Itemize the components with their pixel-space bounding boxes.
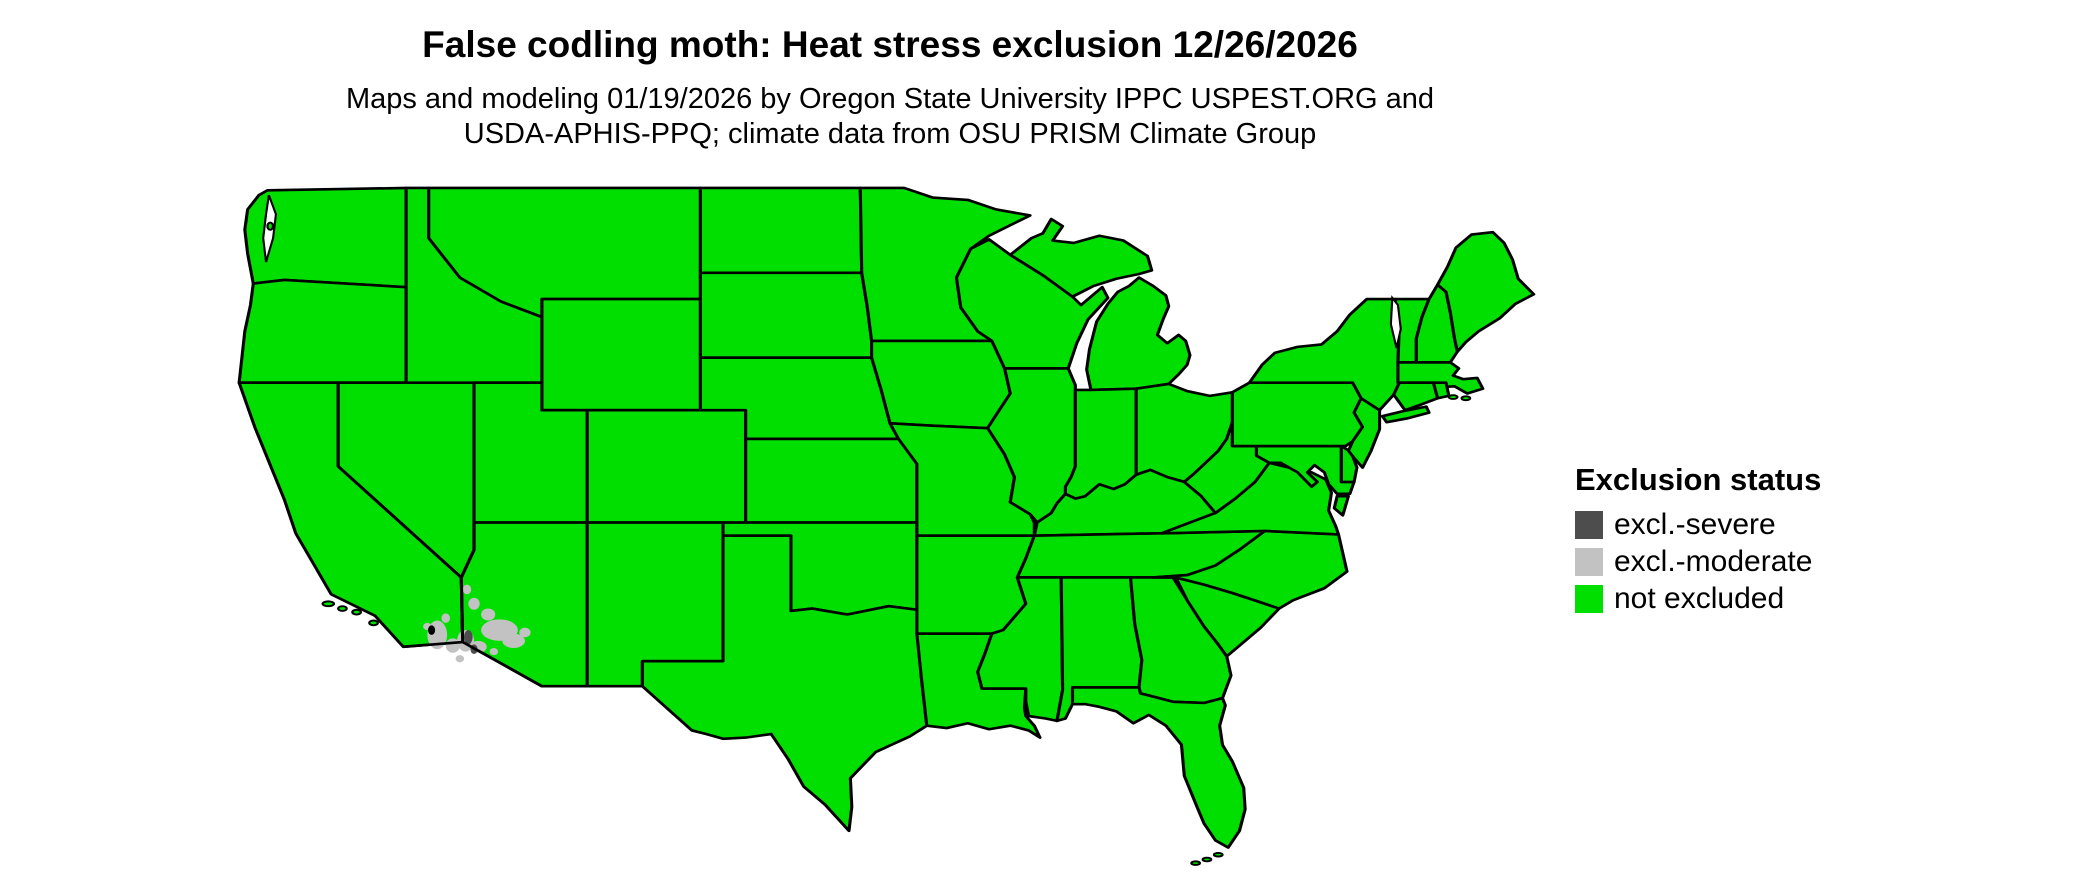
moderate-color-swatch <box>1575 548 1603 576</box>
state-texas <box>640 534 929 833</box>
state-florida <box>1070 686 1247 849</box>
puget-island <box>266 221 275 231</box>
legend-item-not-excluded: not excluded <box>1575 582 1821 616</box>
marthas-vineyard-island <box>1460 395 1472 402</box>
state-michigan-upper-peninsula <box>1008 217 1154 299</box>
legend: Exclusion status excl.-severe excl.-mode… <box>1575 462 1821 619</box>
subtitle-line-2: USDA-APHIS-PPQ; climate data from OSU PR… <box>463 118 1317 151</box>
state-border-overlay <box>337 465 543 688</box>
state-connecticut <box>1392 381 1440 412</box>
state-oregon <box>237 278 408 385</box>
legend-label-moderate: excl.-moderate <box>1614 545 1813 578</box>
channel-island <box>321 600 336 608</box>
map-title: False codling moth: Heat stress exclusio… <box>422 24 1358 65</box>
moderate-patch <box>502 633 525 648</box>
florida-key <box>1190 860 1201 866</box>
channel-island <box>337 605 348 612</box>
moderate-patch <box>455 655 465 663</box>
moderate-patch <box>481 608 496 621</box>
legend-label-not-excluded: not excluded <box>1614 582 1785 615</box>
long-island <box>1380 405 1431 424</box>
moderate-patch <box>468 597 480 610</box>
state-north-carolina <box>1151 529 1349 610</box>
nantucket-island <box>1447 394 1459 400</box>
salton-sea <box>428 625 436 635</box>
state-south-dakota <box>698 271 874 359</box>
map-subtitle: Maps and modeling 01/19/2026 by Oregon S… <box>0 82 1780 153</box>
state-north-dakota <box>698 186 864 275</box>
state-wyoming <box>540 297 702 412</box>
moderate-patch <box>462 584 472 595</box>
legend-item-moderate: excl.-moderate <box>1575 545 1821 579</box>
legend-title: Exclusion status <box>1575 462 1822 497</box>
island-shapes <box>266 221 1472 866</box>
state-kansas <box>744 437 919 524</box>
state-colorado <box>585 408 748 524</box>
lake-champlain <box>1389 295 1402 349</box>
channel-island <box>368 619 379 627</box>
moderate-patch <box>441 613 450 623</box>
severe-patch <box>464 630 473 645</box>
channel-island <box>351 608 362 616</box>
legend-item-severe: excl.-severe <box>1575 508 1821 542</box>
state-arizona <box>459 521 589 688</box>
moderate-patch <box>519 627 531 638</box>
not-excluded-color-swatch <box>1575 585 1603 613</box>
subtitle-line-1: Maps and modeling 01/19/2026 by Oregon S… <box>345 83 1435 115</box>
state-new-jersey <box>1346 396 1382 469</box>
us-map <box>237 186 1536 866</box>
state-shapes <box>237 186 1536 849</box>
severe-color-swatch <box>1575 511 1603 539</box>
state-pennsylvania <box>1230 381 1365 448</box>
state-maine <box>1436 230 1536 353</box>
florida-key <box>1212 851 1224 858</box>
florida-key <box>1201 856 1213 863</box>
moderate-patch <box>489 647 499 656</box>
legend-label-severe: excl.-severe <box>1614 508 1776 541</box>
state-michigan-lower-peninsula <box>1085 276 1192 392</box>
state-iowa <box>870 339 1012 430</box>
virginia-eastern-shore <box>1332 494 1350 517</box>
